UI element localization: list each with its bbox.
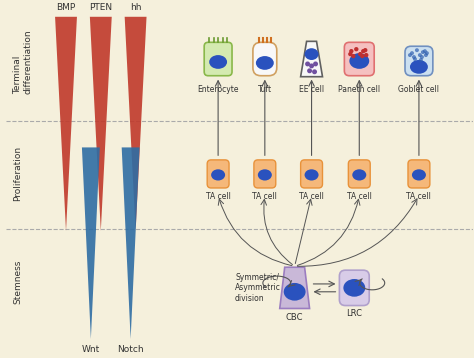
Circle shape <box>413 57 417 61</box>
FancyBboxPatch shape <box>339 270 369 305</box>
Text: EE cell: EE cell <box>299 84 324 93</box>
Circle shape <box>423 49 427 53</box>
Circle shape <box>408 53 412 57</box>
Text: hh: hh <box>130 3 141 12</box>
Ellipse shape <box>349 53 369 69</box>
Polygon shape <box>280 267 310 309</box>
Text: Paneth cell: Paneth cell <box>338 84 380 93</box>
FancyBboxPatch shape <box>301 160 322 188</box>
Text: Enterocyte: Enterocyte <box>197 84 239 93</box>
Circle shape <box>313 62 318 66</box>
FancyBboxPatch shape <box>207 160 229 188</box>
Ellipse shape <box>343 279 365 297</box>
Circle shape <box>358 52 363 56</box>
Circle shape <box>425 51 429 55</box>
Text: TA cell: TA cell <box>206 192 230 200</box>
Ellipse shape <box>305 169 319 180</box>
Text: PTEN: PTEN <box>89 3 112 12</box>
Circle shape <box>424 53 428 57</box>
Circle shape <box>410 51 414 55</box>
Text: CBC: CBC <box>286 313 303 323</box>
Ellipse shape <box>209 55 227 69</box>
Circle shape <box>349 49 354 53</box>
Text: TA cell: TA cell <box>407 192 431 200</box>
Text: Symmetric/
Asymmetric
division: Symmetric/ Asymmetric division <box>235 273 281 303</box>
Text: TA cell: TA cell <box>347 192 372 200</box>
FancyBboxPatch shape <box>253 42 277 76</box>
Text: TA cell: TA cell <box>299 192 324 200</box>
Ellipse shape <box>305 48 319 60</box>
Ellipse shape <box>256 56 274 70</box>
FancyBboxPatch shape <box>345 42 374 76</box>
Text: Goblet cell: Goblet cell <box>399 84 439 93</box>
Circle shape <box>364 53 368 57</box>
Text: BMP: BMP <box>56 3 76 12</box>
Circle shape <box>360 54 365 58</box>
Circle shape <box>305 62 310 66</box>
Circle shape <box>418 53 422 57</box>
FancyBboxPatch shape <box>254 160 276 188</box>
Ellipse shape <box>211 169 225 180</box>
Circle shape <box>307 68 312 73</box>
Text: Terminal
differentiation: Terminal differentiation <box>13 30 33 94</box>
Circle shape <box>312 69 317 74</box>
Polygon shape <box>90 17 112 231</box>
Text: TA cell: TA cell <box>252 192 277 200</box>
Circle shape <box>419 58 423 62</box>
Circle shape <box>421 50 425 54</box>
FancyBboxPatch shape <box>408 160 430 188</box>
Text: Proliferation: Proliferation <box>13 146 22 202</box>
FancyBboxPatch shape <box>405 46 433 76</box>
Text: Wnt: Wnt <box>82 345 100 354</box>
Text: Notch: Notch <box>117 345 144 354</box>
Ellipse shape <box>352 169 366 180</box>
Circle shape <box>348 52 353 56</box>
Circle shape <box>363 48 367 52</box>
FancyBboxPatch shape <box>348 160 370 188</box>
Circle shape <box>415 48 419 52</box>
Ellipse shape <box>412 169 426 180</box>
Circle shape <box>361 49 365 53</box>
Circle shape <box>351 54 356 58</box>
Ellipse shape <box>284 283 306 301</box>
Circle shape <box>420 55 424 59</box>
Circle shape <box>309 63 314 68</box>
Polygon shape <box>55 17 77 231</box>
Text: LRC: LRC <box>346 309 362 319</box>
Polygon shape <box>301 41 322 77</box>
Text: Stemness: Stemness <box>13 260 22 304</box>
Polygon shape <box>82 147 100 339</box>
Polygon shape <box>122 147 139 339</box>
Text: Tuft: Tuft <box>258 84 272 93</box>
Circle shape <box>354 47 358 51</box>
Polygon shape <box>125 17 146 231</box>
FancyBboxPatch shape <box>204 42 232 76</box>
Circle shape <box>412 55 416 59</box>
Ellipse shape <box>258 169 272 180</box>
Ellipse shape <box>410 60 428 74</box>
